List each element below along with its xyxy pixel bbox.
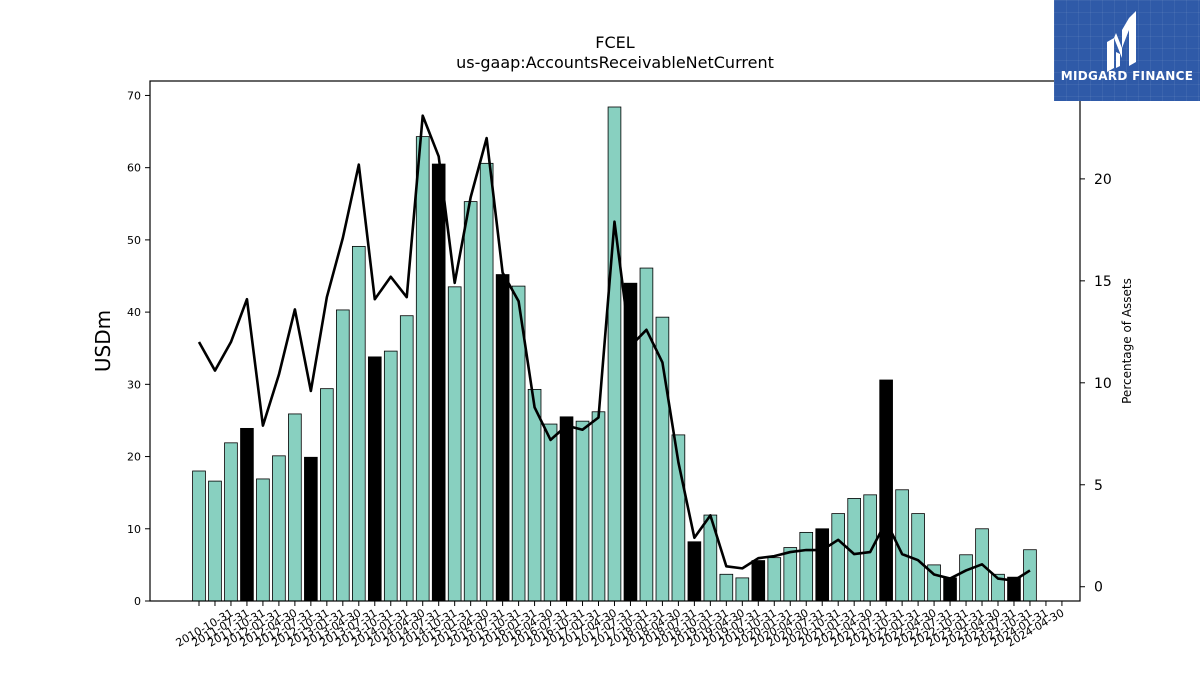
y2-tick-label: 15 — [1094, 274, 1112, 290]
y-axis-label: USDm — [91, 310, 115, 372]
bar — [959, 554, 973, 602]
y2-tick-label: 10 — [1094, 376, 1112, 392]
bar — [767, 557, 782, 602]
brand-logo: MIDGARD FINANCE — [1054, 0, 1200, 101]
percentage-line-series — [197, 114, 1031, 582]
y-tick-label: 0 — [134, 595, 141, 608]
y-tick-label: 10 — [127, 523, 141, 536]
bar — [879, 379, 893, 602]
bar — [208, 480, 222, 602]
bar — [575, 420, 590, 602]
chart-subtitle: us-gaap:AccountsReceivableNetCurrent — [456, 53, 774, 72]
y2-tick-label: 20 — [1094, 172, 1112, 188]
bar — [224, 442, 238, 602]
bar — [559, 416, 574, 602]
logo-mark-icon — [1107, 11, 1136, 72]
bar — [383, 350, 398, 602]
bar-series — [192, 106, 1037, 602]
bar — [463, 201, 478, 602]
y2-tick-label: 5 — [1094, 478, 1103, 494]
y-tick-label: 50 — [127, 234, 141, 247]
bar — [304, 456, 318, 602]
bar — [815, 528, 830, 602]
y2-axis-label: Percentage of Assets — [1120, 278, 1134, 404]
logo-text: MIDGARD FINANCE — [1060, 69, 1194, 83]
y-tick-label: 60 — [127, 162, 141, 175]
bar — [623, 282, 638, 602]
bar — [447, 286, 462, 602]
bar — [320, 388, 334, 602]
bar — [527, 388, 542, 602]
y-tick-label: 20 — [127, 451, 141, 464]
bar — [735, 577, 750, 602]
bar — [751, 560, 766, 602]
bar — [192, 470, 206, 602]
bar — [288, 413, 302, 602]
bar — [719, 573, 734, 602]
bar — [399, 315, 414, 602]
bar — [783, 547, 798, 602]
bar — [495, 274, 510, 602]
bar — [351, 245, 366, 602]
bar — [479, 162, 494, 602]
bar — [863, 494, 877, 602]
chart-title: FCEL — [595, 33, 635, 52]
bar — [431, 163, 446, 602]
bar — [272, 455, 286, 602]
y-tick-label: 40 — [127, 306, 141, 319]
bar — [799, 531, 814, 602]
bar — [943, 577, 957, 602]
bar — [639, 267, 654, 602]
percentage-line — [197, 114, 1031, 582]
bar — [1023, 549, 1037, 602]
y-tick-label: 70 — [127, 89, 141, 102]
bar — [687, 541, 702, 602]
y2-tick-label: 0 — [1094, 580, 1103, 596]
bar — [336, 309, 350, 602]
y-tick-label: 30 — [127, 378, 141, 391]
bar — [415, 136, 430, 602]
bar — [543, 423, 558, 602]
bar — [831, 513, 845, 602]
plot-frame — [149, 80, 1081, 602]
bar — [256, 478, 270, 602]
bar — [240, 427, 254, 602]
bar — [367, 356, 382, 602]
bar — [591, 411, 606, 602]
bar — [607, 106, 622, 602]
